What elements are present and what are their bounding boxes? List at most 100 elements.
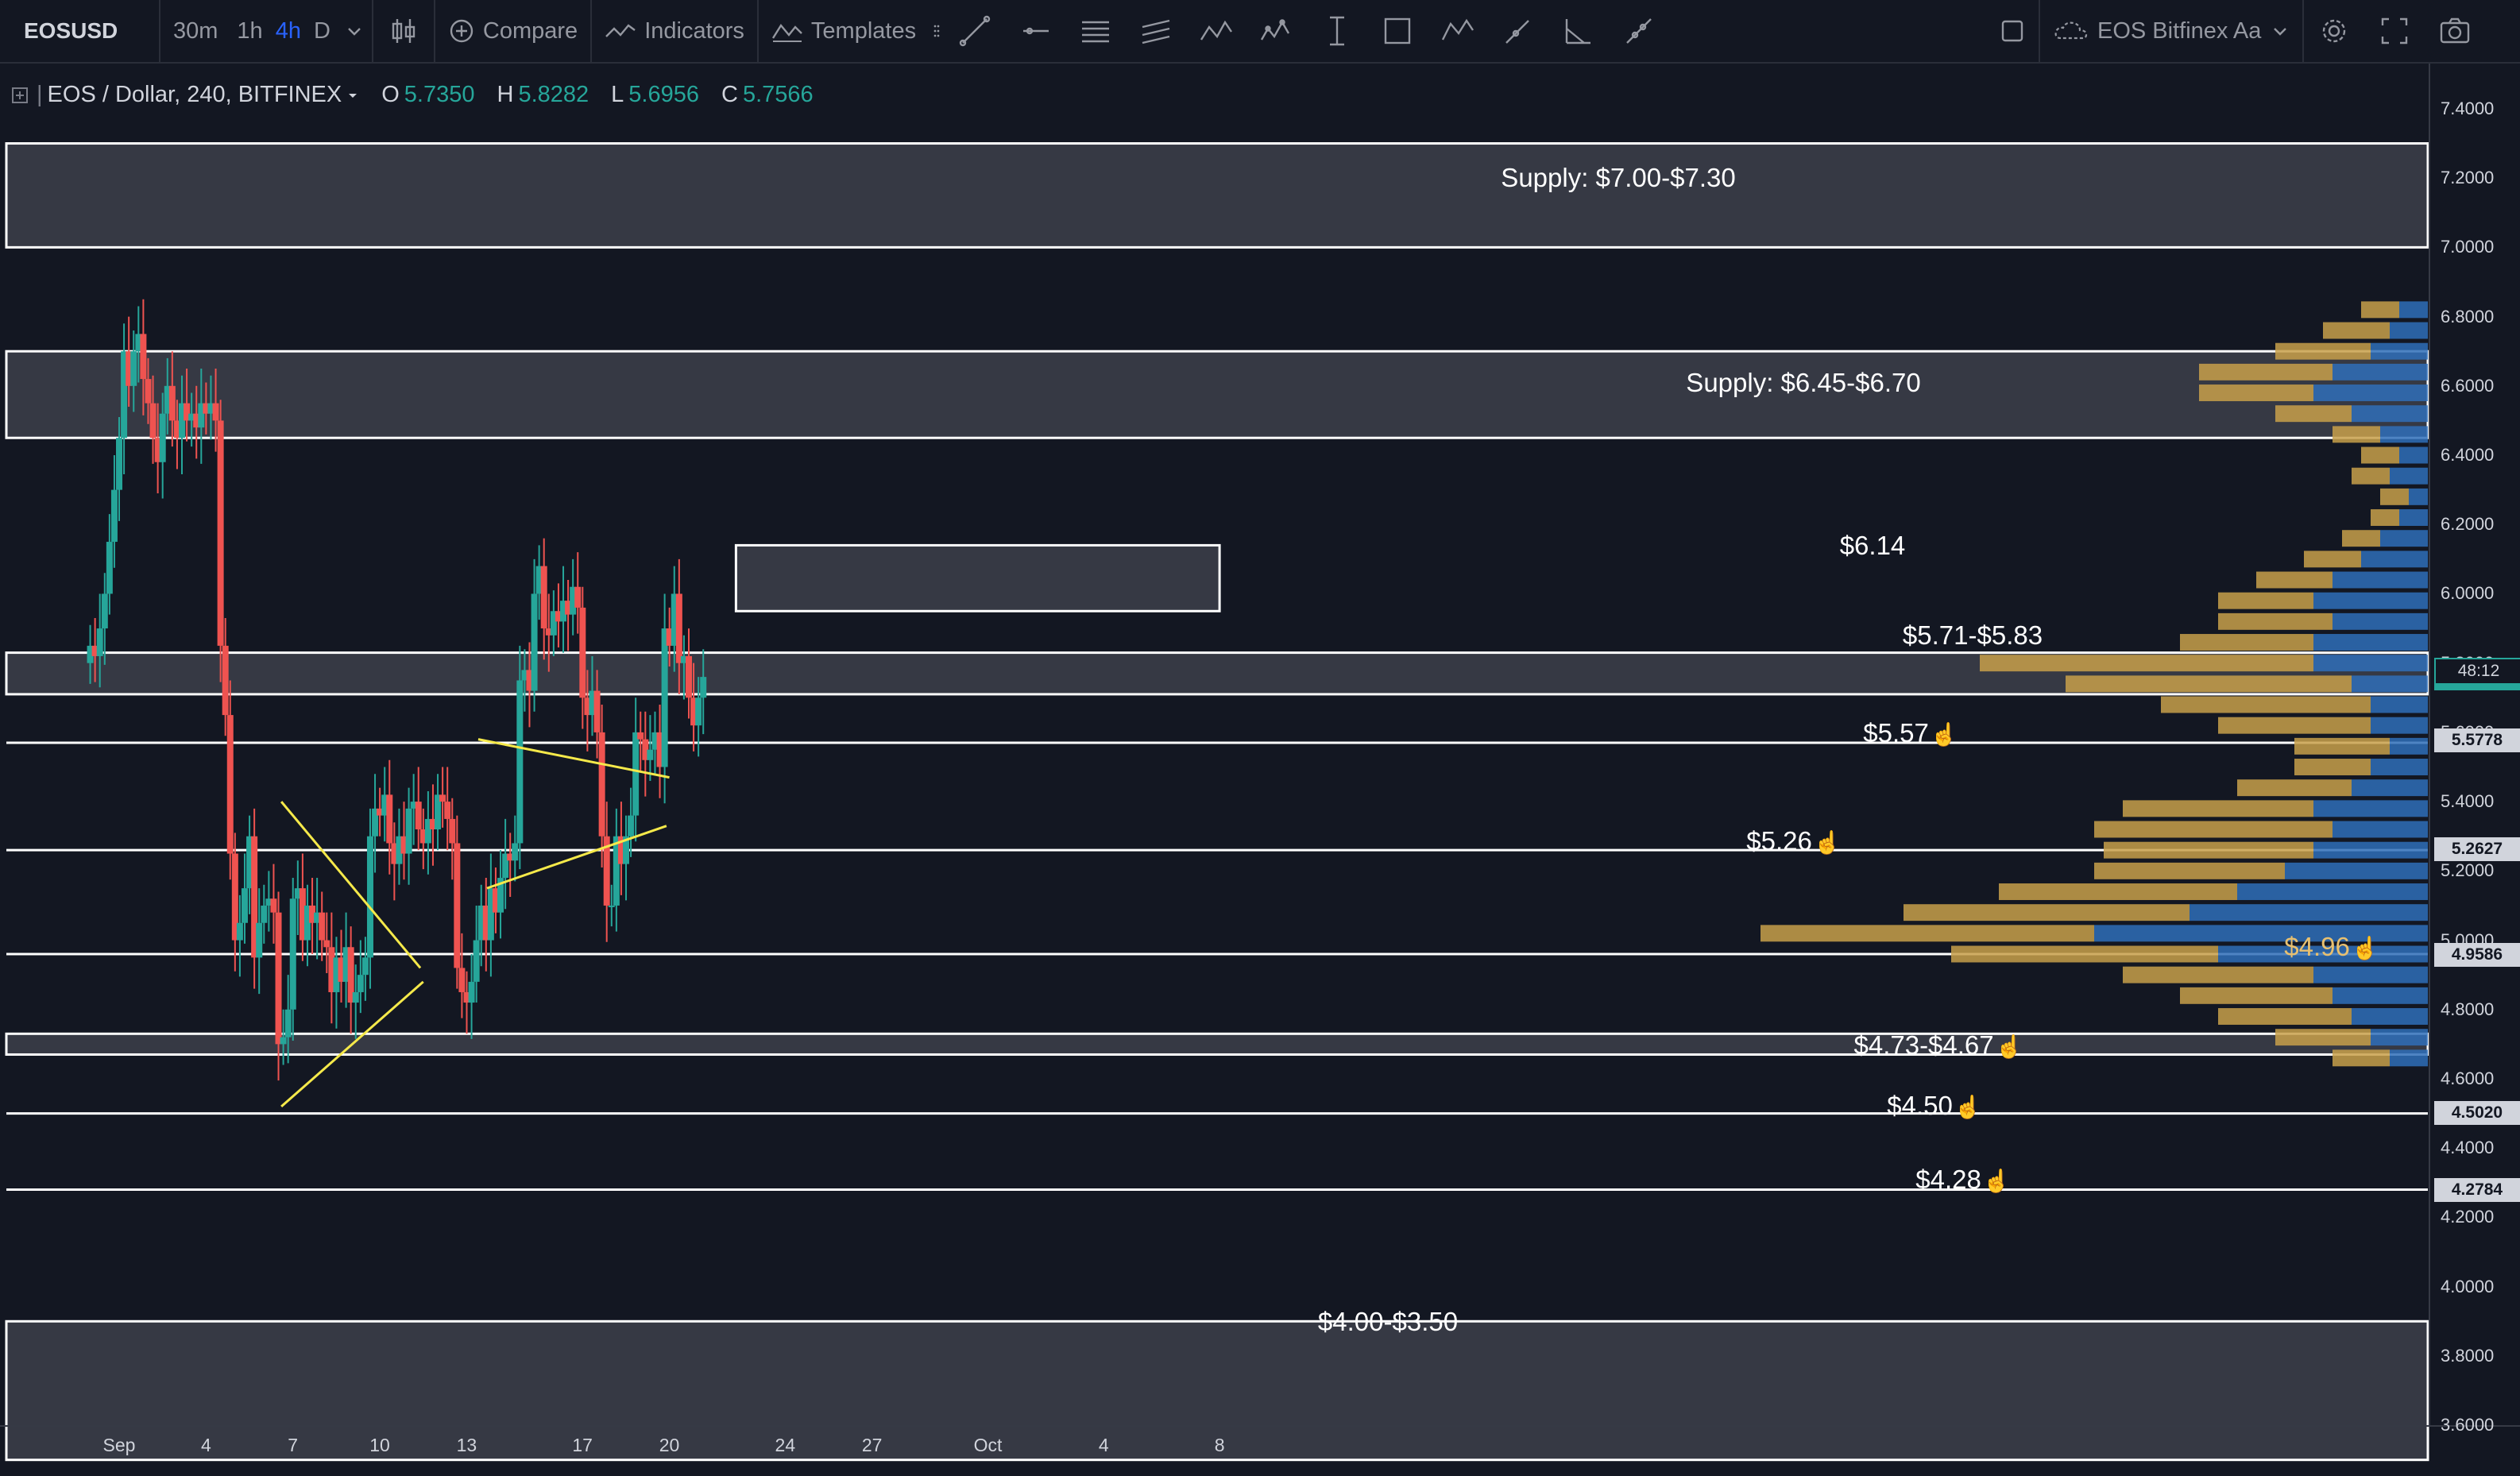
volume-profile-bar-down xyxy=(2218,945,2428,963)
candle-body xyxy=(473,940,480,982)
zone-label-400-350: $4.00-$3.50 xyxy=(1317,1307,1459,1336)
indicators-button[interactable]: Indicators xyxy=(592,0,757,62)
drag-handle-icon[interactable] xyxy=(929,0,945,62)
expand-icon[interactable] xyxy=(2364,0,2425,62)
interval-dropdown-chevron-icon[interactable] xyxy=(337,0,372,62)
templates-button[interactable]: Templates xyxy=(759,0,929,62)
measure-tool-icon[interactable] xyxy=(1307,0,1367,62)
volume-profile-bar-down xyxy=(2371,759,2428,775)
candle-body xyxy=(294,888,301,899)
time-tick-label: 13 xyxy=(456,1435,477,1455)
candle-body xyxy=(410,802,417,809)
price-tick-label: 7.4000 xyxy=(2441,98,2495,118)
compare-button[interactable]: Compare xyxy=(435,0,590,62)
candle-body xyxy=(439,794,446,802)
volume-profile-bar-up xyxy=(2333,426,2380,443)
volume-profile-bar-up xyxy=(2161,696,2371,713)
volume-profile-bar-down xyxy=(2380,530,2428,547)
settings-gear-icon[interactable] xyxy=(2304,0,2364,62)
candle-body xyxy=(675,593,682,663)
volume-profile-bar-down xyxy=(2399,509,2428,526)
candle-body xyxy=(110,489,118,543)
candles-layer xyxy=(87,299,707,1081)
candle-body xyxy=(203,403,210,414)
pointing-hand-icon: ☝ xyxy=(1995,1034,2023,1059)
candle-body xyxy=(603,836,610,906)
horizontal-ray-tool-icon[interactable] xyxy=(1005,0,1065,62)
legend-low-label: L xyxy=(611,82,624,107)
candle-body xyxy=(593,690,601,732)
pitchfork-tool-icon[interactable] xyxy=(1065,0,1126,62)
price-level-badge: 4.9586 xyxy=(2434,942,2520,967)
volume-profile-bar-down xyxy=(2371,717,2428,734)
toolbar-divider xyxy=(2302,0,2305,62)
trendline[interactable] xyxy=(486,825,667,890)
elliott-wave-tool-icon[interactable] xyxy=(1246,0,1307,62)
interval-1h[interactable]: 1h xyxy=(237,17,263,44)
volume-profile-bar-down xyxy=(2352,1008,2428,1025)
volume-profile-bar-up xyxy=(1904,904,2190,922)
pattern-tool-icon[interactable] xyxy=(1186,0,1246,62)
candle-body xyxy=(521,670,528,681)
price-tick-label: 4.0000 xyxy=(2441,1276,2495,1296)
time-tick-label: 4 xyxy=(200,1435,211,1455)
trend-line-tool-icon[interactable] xyxy=(945,0,1005,62)
legend-toggle-icon[interactable] xyxy=(11,87,29,104)
volume-profile-layer xyxy=(1761,301,2428,1067)
price-tick-label: 6.2000 xyxy=(2441,514,2495,535)
volume-profile-bar-up xyxy=(2304,551,2361,568)
legend-title[interactable]: EOS / Dollar, 240, BITFINEX xyxy=(47,82,342,107)
zone-rect xyxy=(5,142,2429,249)
candle-body xyxy=(502,853,509,879)
legend-chevron-icon[interactable] xyxy=(346,89,359,102)
camera-icon[interactable] xyxy=(2425,0,2485,62)
interval-4h[interactable]: 4h xyxy=(275,17,301,44)
candle-body xyxy=(323,940,330,948)
candle-body xyxy=(377,808,384,816)
candle-body xyxy=(661,628,668,767)
candle-body xyxy=(419,829,427,844)
trendline[interactable] xyxy=(280,980,424,1108)
level-label-428-text: $4.28 xyxy=(1915,1165,1981,1194)
interval-d[interactable]: D xyxy=(313,17,330,44)
candle-body xyxy=(333,957,340,992)
zone-label-supply-mid: Supply: $6.45-$6.70 xyxy=(1686,368,1921,397)
ruler-tool-icon[interactable] xyxy=(1609,0,1669,62)
candle-body xyxy=(396,836,403,864)
angle-tool-icon[interactable] xyxy=(1548,0,1609,62)
candle-body xyxy=(482,905,489,941)
legend-open-value: 5.7350 xyxy=(404,82,475,107)
candle-body xyxy=(492,888,499,913)
candle-body xyxy=(613,836,620,906)
trendline[interactable] xyxy=(477,738,670,779)
candle-body xyxy=(256,922,263,958)
price-tick-label: 6.8000 xyxy=(2441,306,2495,326)
interval-30m[interactable]: 30m xyxy=(173,17,218,44)
volume-profile-bar-down xyxy=(2390,1049,2428,1067)
candle-body xyxy=(516,680,524,844)
candle-body xyxy=(454,843,461,968)
candle-body xyxy=(579,607,586,698)
candle-body xyxy=(449,818,456,844)
candle-body xyxy=(135,334,142,352)
fullscreen-toggle-icon[interactable] xyxy=(1986,0,2039,62)
volume-profile-bar-down xyxy=(2313,592,2428,609)
brush-tool-icon[interactable] xyxy=(1488,0,1548,62)
volume-profile-bar-up xyxy=(2256,571,2333,589)
toolbar-divider xyxy=(433,0,435,62)
candle-body xyxy=(656,732,663,767)
symbol-search[interactable]: EOSUSD xyxy=(24,18,118,43)
trendline[interactable] xyxy=(280,801,422,969)
candle-body xyxy=(680,655,687,663)
candle-body xyxy=(154,438,161,462)
price-tick-label: 4.4000 xyxy=(2441,1138,2495,1158)
volume-profile-bar-up xyxy=(2361,301,2399,319)
rectangle-tool-icon[interactable] xyxy=(1367,0,1428,62)
candle-style-icon[interactable] xyxy=(373,0,434,62)
candle-body xyxy=(415,802,422,830)
volume-profile-bar-up xyxy=(2218,592,2313,609)
layout-menu-button[interactable]: EOS Bitfinex Aa xyxy=(2040,0,2302,62)
fib-tool-icon[interactable] xyxy=(1126,0,1186,62)
path-tool-icon[interactable] xyxy=(1428,0,1488,62)
